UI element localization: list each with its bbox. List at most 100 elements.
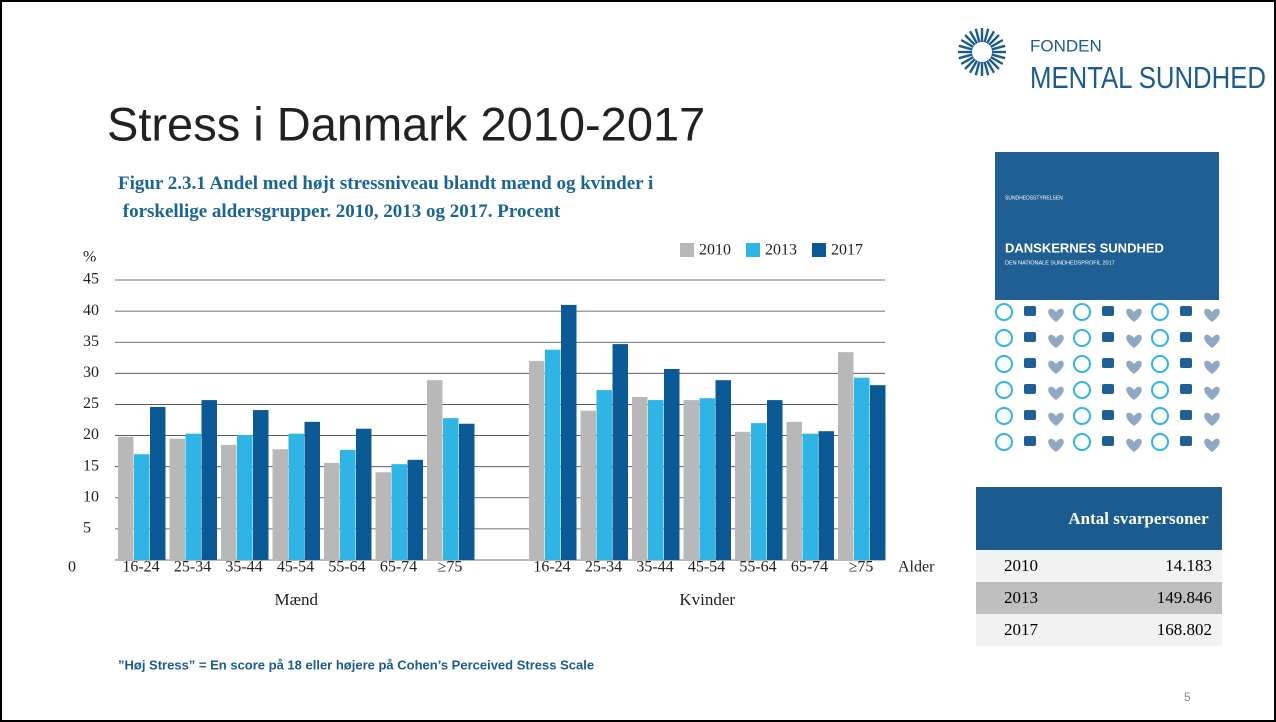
cover-heart xyxy=(1204,308,1220,322)
table-row: 2013 149.846 xyxy=(976,582,1222,614)
bar xyxy=(735,431,751,560)
cover-heart xyxy=(1204,334,1220,348)
cover-icon xyxy=(1102,358,1114,368)
logo-ray xyxy=(958,53,973,60)
bar xyxy=(391,464,407,560)
x-tick-label: 16-24 xyxy=(533,559,570,576)
bar xyxy=(169,438,185,560)
bar xyxy=(459,423,475,560)
bar xyxy=(612,344,628,560)
bar xyxy=(767,400,783,560)
cover-icon xyxy=(1102,436,1114,446)
bar xyxy=(699,398,715,560)
table-year: 2010 xyxy=(1004,556,1038,575)
legend-swatch xyxy=(746,243,760,257)
table-year: 2013 xyxy=(1004,588,1038,607)
logo-ray xyxy=(991,44,1006,51)
cover-heart xyxy=(1048,334,1064,348)
bar xyxy=(356,428,372,560)
logo-ray xyxy=(985,30,996,44)
cover-heart xyxy=(1204,438,1220,452)
legend-label: 2013 xyxy=(765,242,797,259)
cover-clock xyxy=(995,303,1013,321)
logo-ray xyxy=(968,30,979,44)
cover-heart xyxy=(1204,360,1220,374)
bar xyxy=(288,433,304,560)
cover-heart xyxy=(1126,412,1142,426)
y-tick-label: 0 xyxy=(68,559,76,576)
group-label: Kvinder xyxy=(679,590,735,609)
cover-heart xyxy=(1048,360,1064,374)
bar xyxy=(185,433,201,560)
cover-clock xyxy=(1151,329,1169,347)
table-header: Antal svarpersoner xyxy=(1054,487,1222,550)
y-tick-label: 5 xyxy=(83,520,91,537)
cover-heart xyxy=(1126,438,1142,452)
cover-pattern xyxy=(995,303,1220,452)
bar xyxy=(683,400,699,560)
logo-ray xyxy=(983,61,990,76)
bar xyxy=(818,431,834,560)
x-tick-label: 16-24 xyxy=(122,559,159,576)
y-tick-label: 30 xyxy=(83,364,99,381)
cover-icon xyxy=(1024,358,1036,368)
bar xyxy=(664,368,680,560)
cover-clock xyxy=(1073,303,1091,321)
x-tick-label: 35-44 xyxy=(636,559,673,576)
logo-ray xyxy=(964,34,976,46)
cover-heart xyxy=(1204,386,1220,400)
cover-icon xyxy=(1102,332,1114,342)
y-tick-label: 25 xyxy=(83,395,99,412)
cover-icon xyxy=(1024,436,1036,446)
cover-clock xyxy=(1073,329,1091,347)
cover-heart xyxy=(1048,308,1064,322)
chart: Figur 2.3.1 Andel med højt stressniveau … xyxy=(68,173,935,609)
table-value: 168.802 xyxy=(1156,620,1212,639)
cover-clock xyxy=(1151,355,1169,373)
cover-clock xyxy=(1073,355,1091,373)
x-tick-label: 25-34 xyxy=(174,559,211,576)
legend-swatch xyxy=(812,243,826,257)
x-tick-label: 45-54 xyxy=(688,559,725,576)
footnote: ”Høj Stress” = En score på 18 eller høje… xyxy=(118,657,594,672)
cover-clock xyxy=(995,329,1013,347)
logo-ray xyxy=(988,58,1000,70)
cover-heart xyxy=(1126,360,1142,374)
cover-clock xyxy=(995,407,1013,425)
x-tick-label: 65-74 xyxy=(380,559,417,576)
legend-label: 2010 xyxy=(699,242,731,259)
bar xyxy=(751,423,767,560)
logo-icon xyxy=(958,28,1006,76)
cover-heart xyxy=(1048,438,1064,452)
cover-clock xyxy=(1151,381,1169,399)
cover-icon xyxy=(1180,306,1192,316)
x-tick-label: 55-64 xyxy=(328,559,365,576)
bar xyxy=(324,462,340,560)
cover-heart xyxy=(1048,386,1064,400)
x-tick-label: 65-74 xyxy=(791,559,828,576)
bar xyxy=(715,380,731,560)
x-tick-label: 35-44 xyxy=(225,559,262,576)
cover-clock xyxy=(1151,407,1169,425)
logo-ray xyxy=(985,60,996,74)
cover-clock xyxy=(1073,381,1091,399)
y-tick-label: 15 xyxy=(83,457,99,474)
x-tick-label: 55-64 xyxy=(739,559,776,576)
y-axis-label: % xyxy=(83,249,96,266)
x-tick-label: ≥75 xyxy=(849,559,874,576)
bar xyxy=(253,410,269,560)
logo-ray xyxy=(968,60,979,74)
cover-clock xyxy=(995,355,1013,373)
bar xyxy=(786,421,802,560)
cover-clock xyxy=(1073,433,1091,451)
bar xyxy=(134,454,150,560)
cover-heart xyxy=(1204,412,1220,426)
logo-ray xyxy=(974,28,981,43)
cover-clock xyxy=(995,381,1013,399)
bar xyxy=(443,418,459,560)
cover-clock xyxy=(995,433,1013,451)
bar xyxy=(272,449,288,560)
